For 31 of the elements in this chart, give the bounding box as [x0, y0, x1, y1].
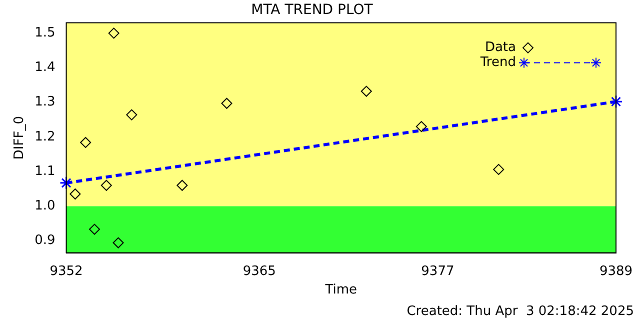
point: [126, 109, 138, 120]
y-tick-label: 1.0: [34, 198, 56, 214]
x-tick-label: 9377: [421, 264, 454, 279]
y-tick-label: 1.4: [34, 60, 56, 76]
y-axis-title: DIFF_0: [12, 116, 28, 160]
legend-label: Trend: [479, 55, 516, 70]
y-tick-label: 0.9: [34, 233, 56, 248]
point: [416, 121, 427, 132]
y-tick-label: 1.1: [34, 164, 56, 179]
point: [100, 180, 112, 191]
point: [609, 94, 623, 108]
point: [176, 180, 188, 191]
point: [89, 224, 100, 235]
point: [493, 164, 504, 175]
chart-title: MTA TREND PLOT: [251, 2, 374, 18]
x-axis-title: Time: [324, 282, 358, 298]
y-tick-label: 1.5: [34, 26, 56, 41]
point: [108, 28, 120, 39]
x-tick-label: 9389: [599, 264, 633, 279]
point: [360, 86, 372, 97]
point: [60, 176, 74, 190]
point: [80, 136, 92, 148]
x-tick-label: 9365: [242, 264, 276, 279]
legend-label: Data: [484, 40, 516, 56]
point: [112, 237, 124, 248]
text: Created: Thu Apr 3 02:18:42 2025: [406, 304, 634, 319]
y-tick-label: 1.3: [34, 94, 56, 110]
point: [70, 188, 81, 200]
y-tick-label: 1.2: [34, 129, 56, 144]
x-tick-label: 9352: [50, 264, 83, 279]
point: [221, 98, 232, 109]
